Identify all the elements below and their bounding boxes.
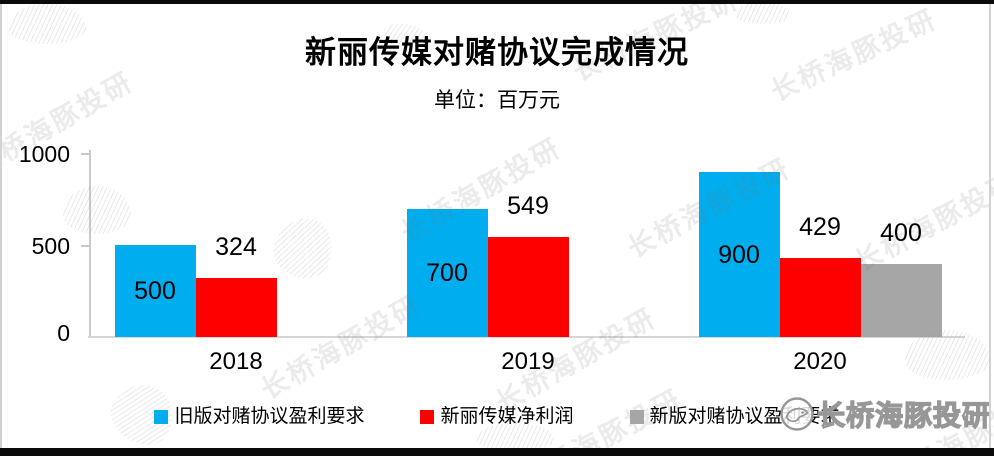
- bar-value-label: 900: [718, 240, 760, 269]
- bar-2019-series-1: [487, 237, 569, 337]
- bar-value-label: 429: [799, 213, 841, 241]
- left-border: [0, 0, 2, 456]
- x-axis-line: [88, 336, 965, 338]
- bar-2018-series-0: [114, 245, 196, 337]
- bar-value-label: 400: [880, 219, 922, 247]
- y-axis-tick-label: 0: [57, 320, 70, 346]
- y-axis-tick: [81, 244, 89, 247]
- x-axis-label-2020: 2020: [793, 348, 847, 375]
- hatch-watermark: [735, 2, 790, 24]
- bar-2020-series-1: [779, 258, 861, 337]
- bar-value-label: 324: [215, 233, 257, 261]
- bar-2020-series-0: [698, 172, 780, 337]
- bar-value-label: 500: [134, 277, 176, 305]
- legend-swatch: [629, 410, 644, 424]
- legend-item: 旧版对赌协议盈利要求: [154, 405, 364, 429]
- legend-item: 新版对赌协议盈利要求: [629, 405, 840, 429]
- legend-swatch: [154, 410, 169, 424]
- bar-2019-series-0: [406, 209, 488, 337]
- x-axis-label-2018: 2018: [209, 348, 263, 375]
- y-axis-tick-label: 1000: [18, 141, 70, 167]
- y-axis-tick-label: 500: [31, 232, 70, 259]
- bar-2018-series-1: [195, 278, 277, 337]
- y-axis-line: [89, 150, 91, 337]
- watermark-text: 长桥海豚投研: [255, 289, 427, 406]
- legend: 旧版对赌协议盈利要求 新丽传媒净利润 新版对赌协议盈利要求: [0, 405, 994, 429]
- legend-label: 旧版对赌协议盈利要求: [174, 406, 365, 427]
- bottom-border: [0, 448, 994, 456]
- hatch-watermark: [63, 186, 131, 234]
- hatch-watermark: [265, 209, 343, 287]
- y-axis-tick: [81, 153, 89, 155]
- bar-value-label: 700: [426, 259, 468, 287]
- bar-value-label: 549: [507, 192, 549, 220]
- right-border: [989, 0, 991, 456]
- top-border: [0, 0, 994, 4]
- chart-subtitle: 单位：百万元: [434, 89, 560, 112]
- legend-label: 新版对赌协议盈利要求: [649, 406, 840, 427]
- chart-title: 新丽传媒对赌协议完成情况: [305, 35, 689, 70]
- legend-swatch: [420, 410, 435, 424]
- legend-item: 新丽传媒净利润: [420, 405, 574, 429]
- bar-2020-series-2: [860, 264, 942, 337]
- x-axis-label-2019: 2019: [501, 348, 555, 375]
- legend-label: 新丽传媒净利润: [440, 406, 574, 427]
